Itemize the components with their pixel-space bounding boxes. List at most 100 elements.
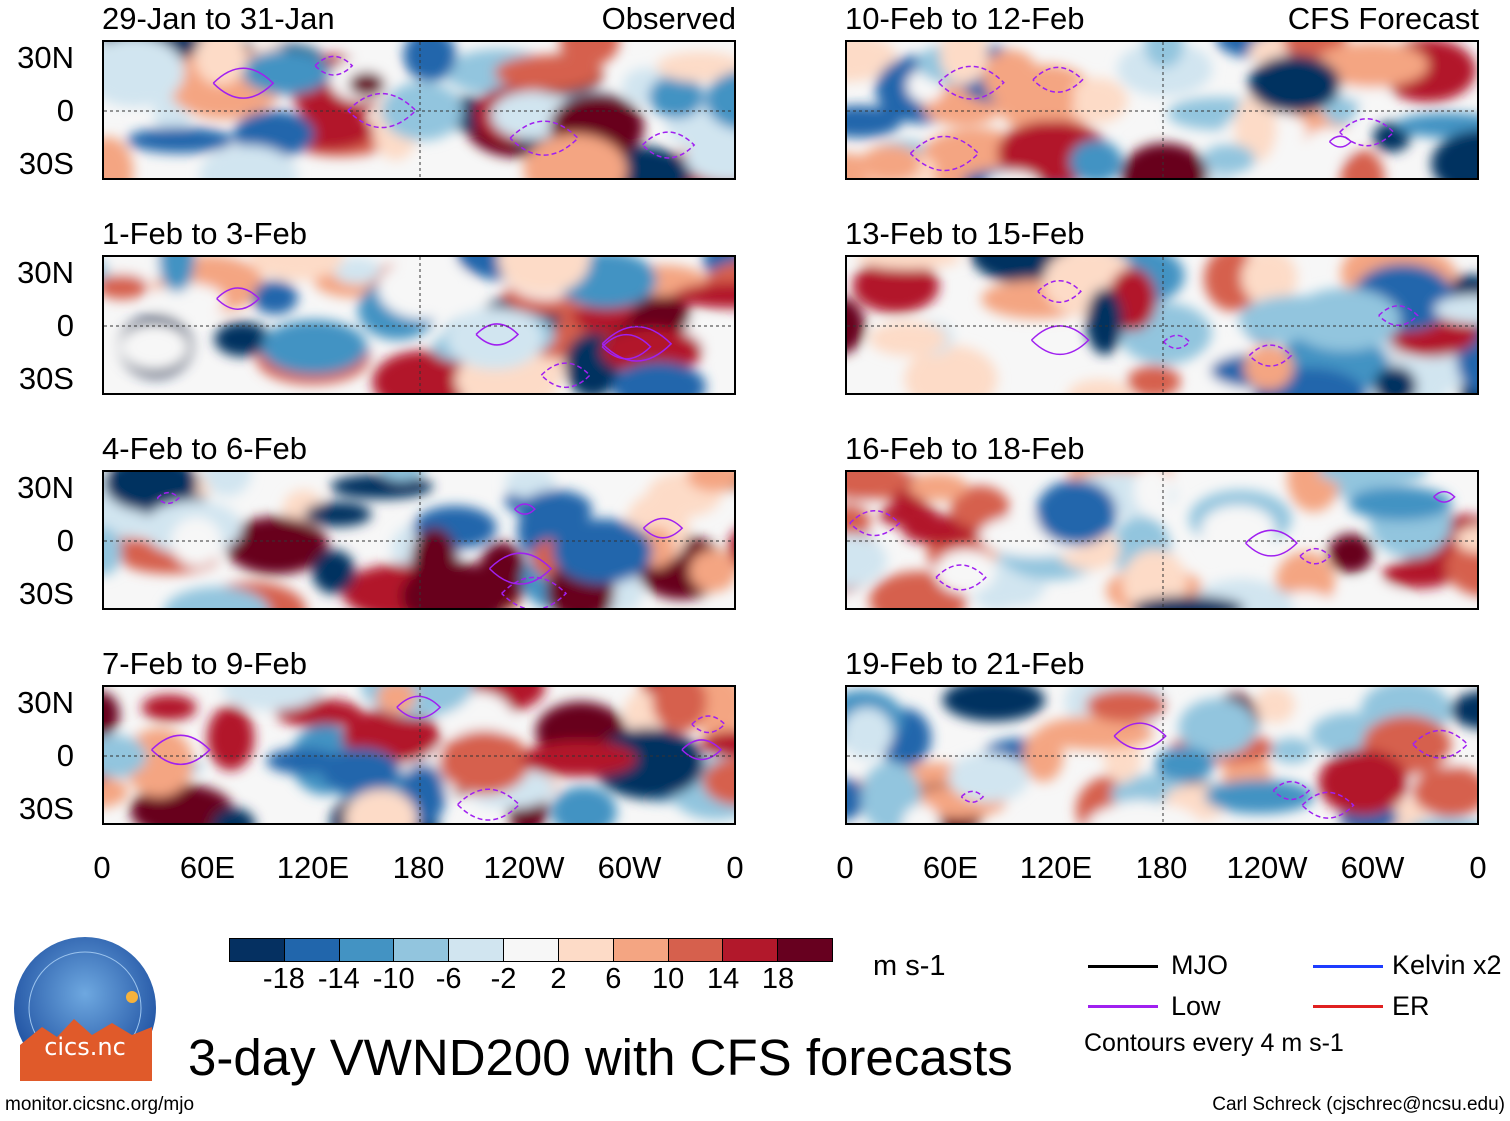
wind-anomaly-blob xyxy=(1315,42,1429,88)
footer-url[interactable]: monitor.cicsnc.org/mjo xyxy=(5,1094,195,1115)
colorbar-tick-label: 2 xyxy=(550,963,567,995)
low-contour xyxy=(1378,305,1419,327)
wind-anomaly-blob xyxy=(164,586,270,608)
panel-title: 29-Jan to 31-Jan xyxy=(102,1,335,36)
colorbar-tick-label: -14 xyxy=(317,963,360,995)
panel-label: CFS Forecast xyxy=(1287,1,1479,36)
lon-label: 0 xyxy=(93,850,111,885)
wind-anomaly-blob xyxy=(551,518,653,584)
wind-anomaly-blob xyxy=(332,257,381,285)
wind-anomaly-blob xyxy=(700,731,734,757)
low-contour xyxy=(1301,791,1355,819)
wind-anomaly-blob xyxy=(1122,549,1187,608)
wind-anomaly-blob xyxy=(1131,595,1245,608)
lat-label: 0 xyxy=(56,523,74,558)
wind-anomaly-blob xyxy=(1067,78,1128,124)
wind-anomaly-blob xyxy=(104,472,199,512)
legend-mjo-line xyxy=(1088,965,1158,968)
low-contour xyxy=(1412,729,1469,759)
wind-anomaly-blob xyxy=(869,321,947,356)
wind-anomaly-blob xyxy=(523,133,627,178)
map-panel xyxy=(102,40,736,180)
panel-title: 1-Feb to 3-Feb xyxy=(102,216,308,251)
wind-anomaly-blob xyxy=(1153,316,1212,343)
wind-anomaly-blob xyxy=(1412,766,1477,818)
map-panel xyxy=(845,470,1479,610)
lat-label: 30S xyxy=(18,576,74,611)
lat-label: 30S xyxy=(18,791,74,826)
wind-anomaly-blob xyxy=(935,549,996,594)
wind-anomaly-blob xyxy=(330,473,433,499)
wind-anomaly-blob xyxy=(1348,486,1452,521)
wind-anomaly-blob xyxy=(1431,129,1477,178)
low-contour xyxy=(347,92,417,129)
wind-anomaly-blob xyxy=(1255,687,1295,724)
colorbar-units: m s-1 xyxy=(873,950,946,982)
wind-anomaly-blob xyxy=(312,549,356,594)
wind-anomaly-blob xyxy=(860,144,921,178)
lon-label: 120W xyxy=(1226,850,1308,885)
legend-kelvin-label: Kelvin x2 xyxy=(1392,950,1502,980)
wind-anomaly-blob xyxy=(1241,257,1298,306)
low-contour xyxy=(849,510,901,537)
wind-anomaly-blob xyxy=(689,549,734,592)
legend-kelvin-line xyxy=(1313,965,1383,968)
wind-anomaly-blob xyxy=(1288,288,1401,352)
wind-anomaly-blob xyxy=(648,75,704,119)
wind-anomaly-blob xyxy=(104,734,147,778)
low-contour xyxy=(501,576,568,608)
low-contour xyxy=(1245,529,1298,557)
main-title: 3-day VWND200 with CFS forecasts xyxy=(188,1029,1013,1086)
lon-label: 180 xyxy=(1135,850,1188,885)
lon-label: 120E xyxy=(276,850,350,885)
lon-label: 60E xyxy=(179,850,236,885)
low-contour xyxy=(216,287,261,310)
wind-anomaly-blob xyxy=(612,361,707,393)
wind-anomaly-blob xyxy=(1382,560,1455,589)
cics-logo: cics.nc xyxy=(12,935,158,1081)
legend-er-label: ER xyxy=(1392,991,1430,1021)
wind-anomaly-blob xyxy=(104,526,122,576)
wind-anomaly-blob xyxy=(988,170,1038,178)
low-contour xyxy=(960,790,985,803)
low-contour xyxy=(935,564,987,591)
wind-anomaly-blob xyxy=(1036,479,1117,546)
colorbar-tick-label: 10 xyxy=(652,963,685,995)
wind-anomaly-blob xyxy=(1318,472,1428,487)
wind-anomaly-blob xyxy=(559,42,620,66)
colorbar-swatch xyxy=(449,939,505,961)
lon-label: 180 xyxy=(392,850,445,885)
colorbar-swatch xyxy=(778,939,832,961)
wind-anomaly-blob xyxy=(1069,139,1123,178)
colorbar-tick-label: -18 xyxy=(262,963,305,995)
wind-anomaly-blob xyxy=(494,55,602,91)
wind-anomaly-blob xyxy=(860,761,921,823)
wind-anomaly-blob xyxy=(948,752,1029,803)
colorbar-swatch xyxy=(284,939,340,961)
lat-label: 30N xyxy=(17,255,74,290)
wind-anomaly-blob xyxy=(1200,505,1276,554)
wind-anomaly-blob xyxy=(601,327,703,374)
wind-anomaly-blob xyxy=(411,527,458,596)
colorbar-swatch xyxy=(668,939,724,961)
wind-anomaly-blob xyxy=(207,705,255,771)
wind-anomaly-blob xyxy=(908,472,968,501)
wind-anomaly-blob xyxy=(379,472,423,482)
low-contour xyxy=(938,65,1005,100)
low-contour xyxy=(509,120,579,156)
wind-anomaly-blob xyxy=(1434,294,1477,324)
lon-label: 60W xyxy=(1340,850,1405,885)
map-panel xyxy=(102,470,736,610)
colorbar-swatch xyxy=(339,939,395,961)
wind-anomaly-blob xyxy=(592,728,705,799)
wind-anomaly-blob xyxy=(847,298,866,354)
lat-label: 30S xyxy=(18,146,74,181)
wind-anomaly-blob xyxy=(372,350,474,393)
wind-anomaly-blob xyxy=(141,694,197,721)
wind-anomaly-blob xyxy=(847,105,902,138)
wind-anomaly-blob xyxy=(1121,143,1209,178)
wind-anomaly-blob xyxy=(1395,112,1477,139)
low-contour xyxy=(691,715,726,734)
lon-label: 60E xyxy=(922,850,979,885)
low-contour xyxy=(156,491,180,505)
